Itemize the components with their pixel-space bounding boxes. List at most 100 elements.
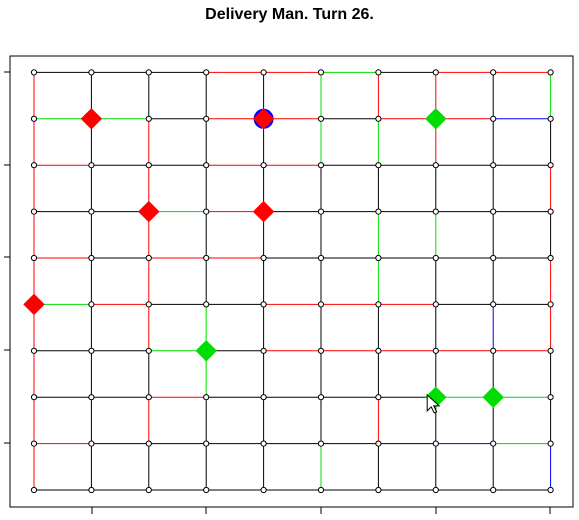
grid-node[interactable]: [375, 347, 382, 354]
grid-node[interactable]: [490, 69, 497, 76]
grid-node[interactable]: [145, 254, 152, 262]
grid-node[interactable]: [30, 486, 38, 494]
grid-node[interactable]: [88, 162, 95, 169]
grid-node[interactable]: [490, 440, 497, 447]
grid-node[interactable]: [432, 301, 439, 308]
package-pickup-marker: [80, 108, 103, 130]
grid-node[interactable]: [203, 115, 210, 122]
grid-node[interactable]: [547, 486, 554, 494]
grid-node[interactable]: [88, 254, 95, 262]
grid-node[interactable]: [30, 208, 38, 215]
grid-node[interactable]: [317, 254, 325, 262]
grid-node[interactable]: [432, 162, 439, 169]
grid-node[interactable]: [490, 347, 497, 354]
grid-node[interactable]: [145, 115, 152, 122]
grid-node[interactable]: [432, 347, 439, 354]
grid-node[interactable]: [375, 208, 382, 215]
grid-node[interactable]: [30, 347, 38, 354]
grid-node[interactable]: [145, 162, 152, 169]
grid-node[interactable]: [203, 486, 210, 494]
grid-node[interactable]: [30, 69, 38, 76]
grid-node[interactable]: [547, 394, 554, 401]
package-pickup-marker: [138, 200, 160, 223]
grid-node[interactable]: [260, 486, 267, 494]
grid-node[interactable]: [203, 208, 210, 215]
grid-node[interactable]: [490, 254, 497, 262]
grid-node[interactable]: [490, 486, 497, 494]
grid-node[interactable]: [317, 162, 325, 169]
grid-node[interactable]: [432, 440, 439, 447]
grid-node[interactable]: [203, 440, 210, 447]
grid-node[interactable]: [375, 394, 382, 401]
grid-node[interactable]: [203, 394, 210, 401]
grid-node[interactable]: [88, 69, 95, 76]
grid-node[interactable]: [490, 301, 497, 308]
grid-node[interactable]: [375, 69, 382, 76]
grid-node[interactable]: [490, 162, 497, 169]
grid-node[interactable]: [317, 115, 325, 122]
grid-node[interactable]: [260, 162, 267, 169]
grid-node[interactable]: [375, 254, 382, 262]
grid-node[interactable]: [547, 254, 554, 262]
grid-node[interactable]: [88, 486, 95, 494]
grid-node[interactable]: [88, 347, 95, 354]
grid-node[interactable]: [203, 254, 210, 262]
grid-node[interactable]: [30, 394, 38, 401]
grid-node[interactable]: [432, 254, 439, 262]
grid-node[interactable]: [317, 208, 325, 215]
grid-node[interactable]: [30, 440, 38, 447]
grid-node[interactable]: [375, 115, 382, 122]
grid-node[interactable]: [145, 69, 152, 76]
grid-node[interactable]: [30, 254, 38, 262]
grid-node[interactable]: [145, 347, 152, 354]
grid-node[interactable]: [317, 69, 325, 76]
grid-node[interactable]: [547, 115, 554, 122]
grid-node[interactable]: [547, 301, 554, 308]
grid-node[interactable]: [145, 486, 152, 494]
grid-node[interactable]: [547, 208, 554, 215]
package-pickup-marker: [23, 293, 45, 316]
grid-node[interactable]: [317, 440, 325, 447]
plot-title: Delivery Man. Turn 26.: [205, 6, 374, 23]
plot-frame: [9, 55, 574, 508]
grid-node[interactable]: [490, 115, 497, 122]
grid-node[interactable]: [317, 394, 325, 401]
grid-node[interactable]: [317, 301, 325, 308]
grid-node[interactable]: [88, 394, 95, 401]
grid-node[interactable]: [490, 208, 497, 215]
grid-node[interactable]: [547, 440, 554, 447]
grid-node[interactable]: [432, 208, 439, 215]
grid-node[interactable]: [432, 486, 439, 494]
grid-node[interactable]: [203, 162, 210, 169]
grid-node[interactable]: [547, 69, 554, 76]
grid-node[interactable]: [260, 69, 267, 76]
grid-node[interactable]: [260, 440, 267, 447]
package-dropoff-marker: [425, 108, 447, 130]
mouse-cursor-icon: [426, 393, 441, 414]
grid-node[interactable]: [432, 69, 439, 76]
grid-node[interactable]: [375, 440, 382, 447]
grid-node[interactable]: [203, 69, 210, 76]
grid-node[interactable]: [145, 394, 152, 401]
grid-node[interactable]: [260, 301, 267, 308]
grid-node[interactable]: [145, 440, 152, 447]
grid-node[interactable]: [375, 301, 382, 308]
grid-node[interactable]: [88, 301, 95, 308]
grid-node[interactable]: [30, 115, 38, 122]
grid-node[interactable]: [260, 254, 267, 262]
grid-node[interactable]: [30, 162, 38, 169]
grid-node[interactable]: [547, 162, 554, 169]
grid-node[interactable]: [375, 162, 382, 169]
grid-node[interactable]: [88, 208, 95, 215]
grid-node[interactable]: [317, 486, 325, 494]
grid-node[interactable]: [145, 301, 152, 308]
grid-node[interactable]: [88, 440, 95, 447]
grid-node[interactable]: [317, 347, 325, 354]
grid-node[interactable]: [203, 301, 210, 308]
grid-node[interactable]: [260, 347, 267, 354]
grid-node[interactable]: [260, 394, 267, 401]
grid-node[interactable]: [547, 347, 554, 354]
package-dropoff-marker: [195, 340, 217, 362]
grid-node[interactable]: [375, 486, 382, 494]
